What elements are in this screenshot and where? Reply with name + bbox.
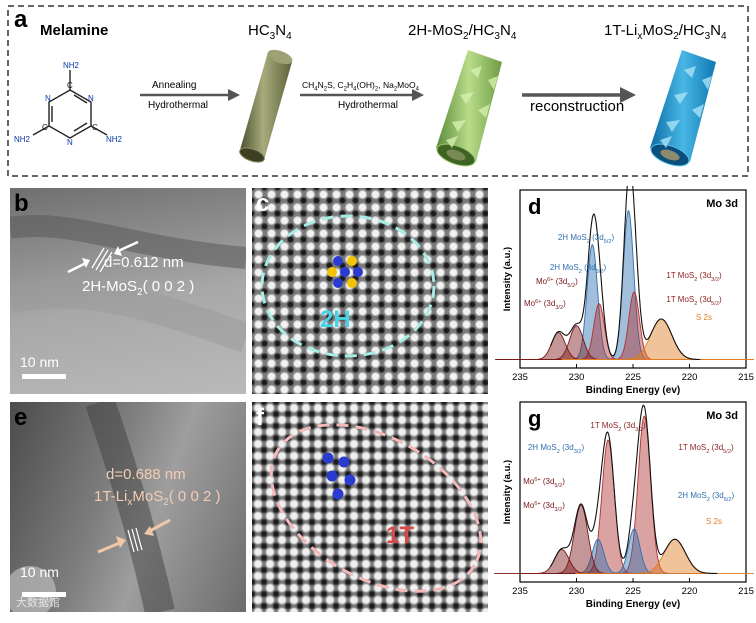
atom-nh2-top: NH2 bbox=[63, 61, 80, 70]
arrow-step2 bbox=[300, 89, 424, 101]
x-tick-label-235: 235 bbox=[512, 586, 528, 597]
panel-e-tem-image: d=0.688 nm 1T-LixMoS2( 0 0 2 ) 10 nm 大数据… bbox=[10, 402, 246, 612]
hc3n4-label: HC3N4 bbox=[248, 22, 292, 42]
panel-e-phase: 1T-LixMoS2( 0 0 2 ) bbox=[94, 488, 221, 508]
x-tick-label-230: 230 bbox=[569, 586, 585, 597]
x-tick-label-230: 230 bbox=[569, 372, 585, 383]
atom-n-3: N bbox=[67, 138, 73, 147]
panel-letter: d bbox=[528, 194, 541, 219]
panel-f-letter: f bbox=[256, 404, 264, 431]
panel-b-scale-bar-label: 10 nm bbox=[20, 354, 59, 370]
x-tick-label-225: 225 bbox=[625, 372, 641, 383]
watermark-text: 大数据馆 bbox=[16, 596, 60, 609]
panel-f-dashed-ellipse bbox=[269, 423, 483, 593]
peak-annotation-6: S 2s bbox=[706, 517, 722, 526]
mos2-2h-label: 2H-MoS2/HC3N4 bbox=[408, 22, 517, 42]
atom-nh2-right: NH2 bbox=[106, 135, 123, 144]
panel-c-dashed-ellipse bbox=[260, 214, 436, 358]
peak-annotation-5: 2H MoS2 (3d5/2) bbox=[678, 491, 735, 503]
x-tick-label-215: 215 bbox=[738, 372, 754, 383]
step2-reagents-label: CH4N2S, C2H4(OH)2, Na2MoO4 bbox=[302, 80, 419, 93]
peak-annotation-0: 1T MoS2 (3d3/2) bbox=[590, 421, 646, 433]
y-axis-label: Intensity (a.u.) bbox=[502, 460, 513, 524]
peak-annotation-2: Mo6+ (3d5/2) bbox=[523, 477, 565, 489]
atom-nh2-left: NH2 bbox=[14, 135, 31, 144]
peak-annotation-4: 1T MoS2 (3d3/2) bbox=[666, 271, 722, 283]
atom-c-2: C bbox=[92, 123, 98, 132]
step1-annealing-label: Annealing bbox=[152, 80, 197, 91]
peak-annotation-3: Mo6+ (3d3/2) bbox=[523, 501, 565, 513]
arrow-step3 bbox=[522, 87, 636, 103]
panel-g-xps-chart: 235 230 225 220 215 Binding Energy (ev) Intens… bbox=[494, 401, 754, 610]
step2-hydrothermal-label: Hydrothermal bbox=[338, 100, 399, 111]
panel-letter: g bbox=[528, 406, 541, 431]
x-axis-label: Binding Energy (ev) bbox=[586, 599, 680, 610]
atom-n-2: N bbox=[45, 94, 51, 103]
panel-c-phase-label: 2H bbox=[320, 306, 351, 333]
peak-annotation-0: 2H MoS2 (3d5/2) bbox=[558, 233, 615, 245]
melamine-atoms: NH2 NH2 NH2 N N N C C C bbox=[14, 61, 123, 147]
peak-annotation-1: 2H MoS2 (3d3/2) bbox=[528, 443, 585, 455]
mos2-1t-tube-illustration bbox=[650, 50, 716, 167]
mos2-2h-tube-illustration bbox=[436, 50, 502, 167]
envelope-line bbox=[549, 186, 701, 361]
panel-f-phase-label: 1T bbox=[386, 522, 415, 549]
panel-b-letter: b bbox=[14, 190, 29, 217]
corner-label: Mo 3d bbox=[706, 198, 738, 210]
y-axis-label: Intensity (a.u.) bbox=[502, 247, 513, 311]
panel-e-scale-bar-label: 10 nm bbox=[20, 564, 59, 580]
arrow-step1 bbox=[140, 89, 240, 101]
panel-e-d-spacing: d=0.688 nm bbox=[106, 466, 186, 483]
step1-hydrothermal-label: Hydrothermal bbox=[148, 100, 209, 111]
melamine-label: Melamine bbox=[40, 22, 109, 39]
panel-b-tem-image: d=0.612 nm 2H-MoS2( 0 0 2 ) 10 nm bbox=[10, 188, 246, 394]
peak-annotation-3: Mo6+ (3d3/2) bbox=[524, 299, 566, 311]
mos2-1t-label: 1T-LixMoS2/HC3N4 bbox=[604, 22, 727, 42]
atom-c-1: C bbox=[67, 81, 73, 90]
atom-n-1: N bbox=[88, 94, 94, 103]
x-tick-label-215: 215 bbox=[738, 586, 754, 597]
panel-e-letter: e bbox=[14, 404, 28, 431]
x-axis-label: Binding Energy (ev) bbox=[586, 385, 680, 396]
x-tick-label-235: 235 bbox=[512, 372, 528, 383]
panel-b-d-spacing: d=0.612 nm bbox=[104, 254, 184, 271]
panel-c-atomic-image: 2H bbox=[252, 188, 488, 394]
step3-reconstruction-label: reconstruction bbox=[530, 98, 625, 115]
panel-d-xps-chart: 235 230 225 220 215 Binding Energy (ev) Intens… bbox=[495, 186, 754, 396]
peak-annotation-5: 1T MoS2 (3d5/2) bbox=[666, 295, 722, 307]
synthesis-scheme: NH2 NH2 NH2 N N N C C C bbox=[7, 5, 749, 177]
panel-f-atomic-image: 1T bbox=[252, 402, 488, 612]
peak-annotation-1: 2H MoS2 (3d3/2) bbox=[550, 263, 607, 275]
x-tick-label-225: 225 bbox=[625, 586, 641, 597]
envelope-line bbox=[550, 404, 718, 574]
panel-a-letter: a bbox=[14, 6, 28, 33]
peak-annotation-6: S 2s bbox=[696, 313, 712, 322]
panel-c-atom-model bbox=[327, 256, 363, 288]
panel-f-atom-model bbox=[322, 452, 356, 500]
melamine-structure bbox=[32, 70, 108, 139]
corner-label: Mo 3d bbox=[706, 410, 738, 422]
scheme-frame bbox=[7, 5, 749, 177]
panel-b-phase: 2H-MoS2( 0 0 2 ) bbox=[82, 278, 195, 298]
peak-annotation-4: 1T MoS2 (3d5/2) bbox=[678, 443, 734, 455]
hc3n4-tube-illustration bbox=[239, 49, 293, 163]
atom-c-3: C bbox=[42, 123, 48, 132]
x-tick-label-220: 220 bbox=[682, 586, 698, 597]
panel-c-letter: c bbox=[256, 190, 270, 217]
peak-annotation-2: Mo6+ (3d5/2) bbox=[536, 277, 578, 289]
x-tick-label-220: 220 bbox=[682, 372, 698, 383]
